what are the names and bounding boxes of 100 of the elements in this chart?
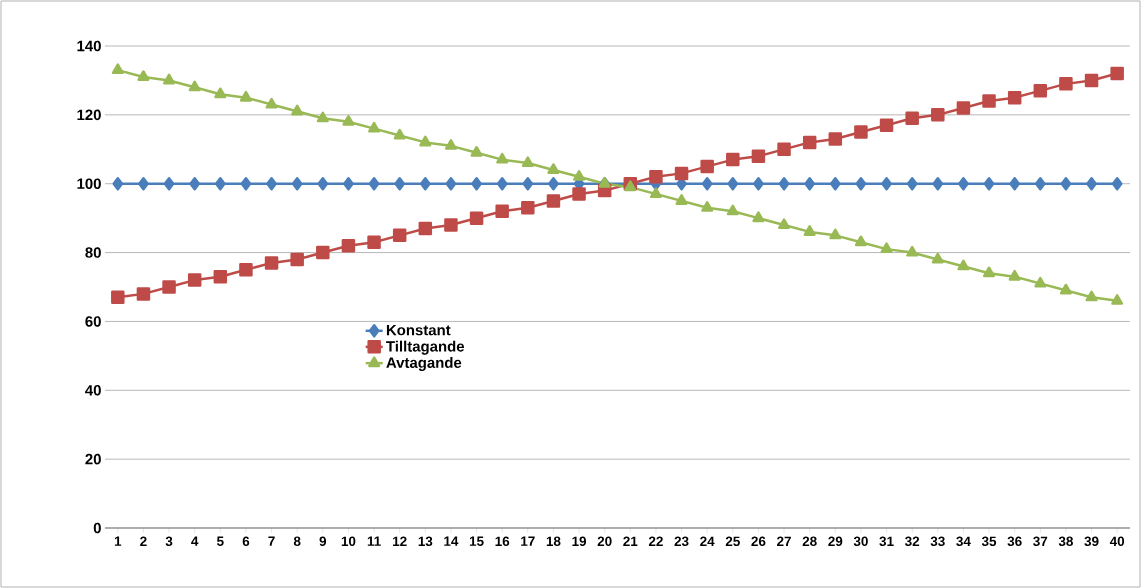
point bbox=[343, 176, 354, 191]
point bbox=[802, 135, 817, 150]
legend-label: Avtagande bbox=[386, 357, 462, 371]
point bbox=[958, 176, 969, 191]
point bbox=[1059, 77, 1073, 91]
y-tick-label: 140 bbox=[77, 40, 101, 52]
x-tick-label: 5 bbox=[216, 536, 224, 546]
point bbox=[983, 266, 996, 278]
point bbox=[1111, 176, 1123, 191]
x-tick-label: 8 bbox=[293, 536, 301, 547]
point bbox=[701, 201, 714, 212]
x-tick-label: 7 bbox=[268, 536, 275, 546]
point bbox=[521, 156, 534, 168]
point bbox=[264, 256, 279, 270]
x-tick-label: 16 bbox=[495, 536, 510, 547]
x-tick-label: 3 bbox=[165, 536, 173, 547]
point bbox=[701, 176, 713, 191]
point bbox=[189, 176, 201, 191]
x-tick-label: 18 bbox=[546, 536, 561, 547]
point bbox=[496, 176, 508, 191]
point bbox=[495, 204, 509, 218]
point bbox=[111, 63, 124, 75]
point bbox=[854, 235, 867, 247]
point bbox=[547, 163, 560, 174]
point bbox=[778, 218, 791, 230]
point bbox=[163, 176, 175, 191]
point bbox=[726, 204, 739, 216]
point bbox=[419, 176, 431, 191]
point bbox=[112, 176, 124, 191]
point bbox=[905, 111, 919, 126]
x-tick-label: 28 bbox=[802, 536, 817, 547]
x-tick-label: 1 bbox=[114, 536, 122, 546]
point bbox=[393, 128, 406, 140]
x-tick-label: 11 bbox=[367, 536, 381, 546]
y-tick-label: 0 bbox=[93, 522, 101, 534]
point bbox=[367, 235, 381, 249]
legend-label: Konstant bbox=[386, 324, 451, 336]
point bbox=[1060, 176, 1072, 191]
point bbox=[1110, 66, 1124, 81]
x-tick-label: 40 bbox=[1109, 536, 1125, 547]
point bbox=[521, 201, 535, 215]
point bbox=[700, 159, 714, 174]
point bbox=[317, 176, 329, 191]
y-tick-label: 20 bbox=[85, 453, 101, 465]
point bbox=[727, 176, 739, 191]
point bbox=[394, 176, 406, 191]
point bbox=[957, 259, 970, 271]
x-tick-label: 22 bbox=[648, 536, 663, 546]
x-tick-label: 13 bbox=[418, 536, 433, 547]
point bbox=[291, 176, 303, 191]
x-tick-label: 21 bbox=[623, 536, 638, 546]
x-tick-label: 36 bbox=[1007, 536, 1022, 547]
point bbox=[136, 287, 151, 301]
point bbox=[162, 280, 176, 294]
point bbox=[316, 111, 329, 123]
point bbox=[342, 114, 355, 126]
x-tick-label: 37 bbox=[1033, 536, 1048, 547]
point bbox=[392, 228, 407, 243]
point bbox=[906, 176, 918, 191]
point bbox=[624, 180, 637, 192]
point bbox=[1034, 176, 1046, 191]
x-tick-label: 35 bbox=[981, 536, 997, 547]
x-tick-label: 25 bbox=[725, 536, 740, 547]
point bbox=[674, 166, 689, 181]
point bbox=[854, 125, 868, 139]
point bbox=[675, 194, 688, 205]
point bbox=[778, 176, 790, 191]
x-tick-label: 4 bbox=[191, 536, 199, 546]
x-tick-label: 38 bbox=[1058, 536, 1073, 547]
point bbox=[444, 139, 457, 150]
point bbox=[881, 176, 892, 191]
point bbox=[931, 108, 945, 122]
point bbox=[1034, 276, 1047, 288]
x-tick-label: 12 bbox=[393, 536, 407, 546]
x-tick-label: 34 bbox=[956, 536, 971, 547]
x-tick-label: 31 bbox=[879, 536, 894, 547]
x-tick-label: 2 bbox=[140, 536, 147, 546]
point bbox=[751, 149, 766, 163]
x-tick-label: 6 bbox=[242, 536, 250, 547]
x-tick-label: 29 bbox=[828, 536, 843, 547]
point bbox=[137, 70, 150, 81]
point bbox=[471, 176, 482, 191]
point bbox=[469, 211, 484, 225]
point bbox=[138, 176, 149, 191]
point bbox=[880, 242, 893, 254]
point bbox=[266, 176, 277, 191]
point bbox=[470, 145, 483, 157]
y-tick-label: 40 bbox=[85, 384, 101, 396]
point bbox=[572, 187, 586, 201]
point bbox=[804, 176, 816, 191]
point bbox=[418, 221, 433, 236]
x-tick-label: 39 bbox=[1084, 536, 1099, 547]
point bbox=[111, 290, 125, 305]
x-tick-label: 30 bbox=[853, 536, 868, 547]
point bbox=[239, 263, 253, 277]
point bbox=[753, 176, 764, 191]
point bbox=[341, 238, 356, 253]
point bbox=[829, 228, 842, 240]
point bbox=[240, 176, 252, 191]
x-tick-label: 9 bbox=[319, 536, 327, 547]
